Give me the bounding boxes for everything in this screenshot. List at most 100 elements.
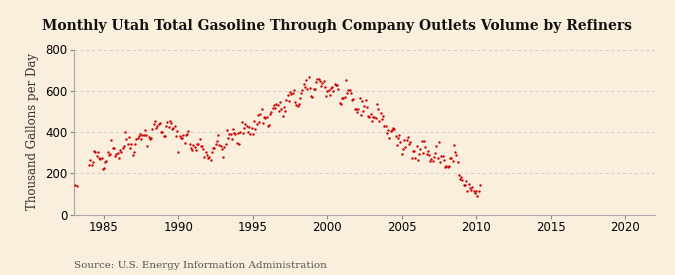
Point [445,155,456,160]
Point [380,124,391,128]
Point [137,133,148,137]
Point [242,130,253,134]
Point [430,150,441,155]
Point [88,148,99,153]
Point [424,153,435,157]
Point [362,105,373,109]
Point [204,155,215,160]
Point [107,145,118,150]
Point [410,156,421,160]
Point [225,131,236,136]
Point [219,145,230,149]
Point [209,146,220,150]
Point [423,148,433,153]
Point [338,96,349,101]
Point [250,127,261,131]
Point [315,79,325,83]
Point [347,98,358,102]
Point [426,157,437,161]
Point [149,119,160,124]
Point [385,129,396,134]
Point [374,119,385,123]
Point [100,160,111,164]
Point [255,111,266,116]
Point [442,165,453,169]
Point [168,125,179,130]
Point [169,123,180,128]
Point [369,115,380,119]
Point [275,99,286,104]
Point [294,102,304,106]
Point [456,175,466,179]
Point [368,115,379,119]
Point [267,106,278,111]
Point [337,96,348,101]
Point [217,147,227,151]
Point [112,150,123,155]
Point [176,136,186,141]
Point [317,81,328,86]
Point [399,138,410,142]
Point [119,130,130,134]
Point [287,91,298,95]
Point [343,87,354,92]
Point [127,152,138,157]
Point [245,131,256,136]
Point [152,124,163,128]
Point [288,88,299,92]
Point [202,153,213,157]
Point [360,98,371,102]
Point [395,140,406,144]
Point [113,156,124,161]
Point [335,101,346,106]
Point [101,159,112,164]
Point [256,106,267,111]
Point [365,111,376,116]
Point [364,115,375,120]
Point [436,154,447,158]
Point [371,116,381,120]
Point [95,157,106,162]
Point [291,103,302,108]
Point [437,154,448,158]
Y-axis label: Thousand Gallons per Day: Thousand Gallons per Day [26,54,40,210]
Point [190,148,201,152]
Point [180,141,190,145]
Point [92,150,103,154]
Point [329,82,340,87]
Point [272,103,283,107]
Point [162,120,173,124]
Point [187,147,198,152]
Point [260,116,271,120]
Point [468,188,479,193]
Point [450,150,460,155]
Point [284,99,294,103]
Point [379,124,389,129]
Point [88,160,99,164]
Point [121,137,132,141]
Point [415,147,426,151]
Point [334,101,345,105]
Point [210,141,221,146]
Point [178,133,189,137]
Point [211,139,222,143]
Point [319,85,330,89]
Point [186,146,196,151]
Point [412,158,423,162]
Point [277,114,288,119]
Point [313,77,324,81]
Point [331,83,342,87]
Point [218,155,229,159]
Point [199,155,210,159]
Point [124,135,134,139]
Point [279,109,290,114]
Point [205,158,216,162]
Point [355,113,366,117]
Point [171,134,182,138]
Point [273,109,284,114]
Point [177,136,188,141]
Point [189,145,200,150]
Point [202,156,213,160]
Point [350,107,361,111]
Point [400,145,411,149]
